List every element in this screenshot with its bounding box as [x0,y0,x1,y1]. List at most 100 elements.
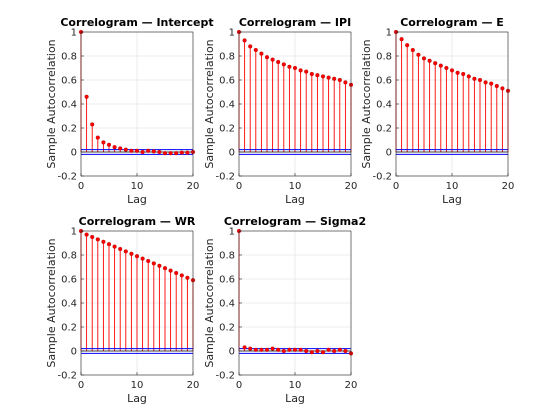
marker-lag-15 [477,77,483,83]
marker-lag-19 [500,86,505,91]
y-tick-label: 0 [229,148,235,159]
marker-lag-9 [444,65,449,71]
y-tick-label: 0.2 [376,124,392,135]
y-tick-label: 0.2 [61,124,77,135]
chart-title: Correlogram — WR [79,215,196,228]
y-tick-label: 0.2 [61,323,77,334]
y-tick-label: 0.4 [61,299,77,310]
marker-lag-3 [95,135,100,140]
marker-lag-6 [112,244,117,249]
marker-lag-8 [438,63,443,68]
marker-lag-10 [134,148,140,153]
marker-lag-17 [174,151,179,156]
x-tick-label: 10 [289,380,302,391]
marker-lag-1 [242,345,247,350]
y-tick-label: 1 [71,227,77,238]
x-axis-label: Lag [285,392,305,405]
marker-lag-18 [179,273,184,278]
marker-lag-13 [466,74,471,79]
marker-lag-9 [287,347,292,352]
x-tick-label: 0 [236,380,242,391]
marker-lag-13 [309,71,314,77]
y-axis-label: Sample Autocorrelation [45,238,58,367]
x-axis-label: Lag [127,392,147,405]
y-tick-label: 0.8 [61,52,77,63]
x-tick-label: 10 [131,380,144,391]
y-tick-label: 0.4 [61,100,77,111]
marker-lag-15 [320,350,326,355]
marker-lag-5 [421,56,427,61]
marker-lag-10 [449,68,455,73]
x-tick-label: 10 [289,181,302,192]
x-axis-label: Lag [285,193,305,206]
marker-lag-14 [472,76,477,81]
marker-lag-9 [129,148,134,153]
marker-lag-1 [84,232,89,237]
marker-lag-10 [292,347,298,352]
marker-lag-14 [157,263,162,268]
x-tick-label: 20 [345,181,358,192]
y-tick-label: 0 [71,347,77,358]
marker-lag-7 [118,146,123,151]
marker-lag-7 [276,59,281,65]
y-axis-label: Sample Autocorrelation [360,39,373,168]
marker-lag-16 [168,151,173,156]
marker-lag-4 [259,347,264,352]
marker-lag-18 [179,150,184,155]
marker-lag-1 [399,37,404,42]
y-axis-label: Sample Autocorrelation [45,39,58,168]
y-tick-label: 0.4 [219,299,235,310]
marker-lag-5 [264,55,270,60]
marker-lag-15 [320,74,326,79]
marker-lag-13 [151,261,156,266]
y-tick-label: 0 [386,148,392,159]
marker-lag-14 [315,348,320,354]
marker-lag-17 [174,270,179,276]
marker-lag-11 [140,149,145,155]
x-tick-label: 20 [502,181,515,192]
x-tick-label: 0 [78,380,84,391]
marker-lag-4 [416,52,421,57]
y-tick-label: -0.2 [215,172,235,183]
marker-lag-19 [343,80,348,85]
marker-lag-12 [146,148,151,153]
y-tick-label: 0.6 [219,76,235,87]
marker-lag-2 [90,234,95,240]
marker-lag-16 [326,347,331,352]
y-tick-label: 0.6 [219,275,235,286]
marker-lag-17 [332,76,337,81]
y-tick-label: 1 [71,28,77,39]
marker-lag-10 [134,254,140,259]
x-tick-label: 0 [236,181,242,192]
marker-lag-16 [168,268,173,273]
y-tick-label: 0.6 [376,76,392,87]
marker-lag-4 [101,239,106,244]
x-tick-label: 0 [78,181,84,192]
y-axis-label: Sample Autocorrelation [203,39,216,168]
marker-lag-9 [129,251,134,256]
y-tick-label: -0.2 [57,371,77,382]
marker-lag-7 [433,61,438,66]
marker-lag-2 [405,43,410,48]
marker-lag-9 [287,64,292,69]
y-tick-label: 0.6 [61,275,77,286]
marker-lag-5 [106,242,112,247]
marker-lag-5 [106,142,112,147]
marker-lag-17 [332,348,337,354]
marker-lag-10 [292,65,298,71]
marker-lag-13 [151,149,156,154]
y-tick-label: -0.2 [372,172,392,183]
y-tick-label: 0.2 [219,124,235,135]
marker-lag-15 [162,151,168,156]
marker-lag-12 [304,69,309,74]
marker-lag-1 [84,94,89,99]
y-tick-label: 1 [229,28,235,39]
y-tick-label: 0.8 [219,251,235,262]
marker-lag-16 [326,75,331,80]
y-tick-label: 0 [229,347,235,358]
y-tick-label: 0.4 [219,100,235,111]
